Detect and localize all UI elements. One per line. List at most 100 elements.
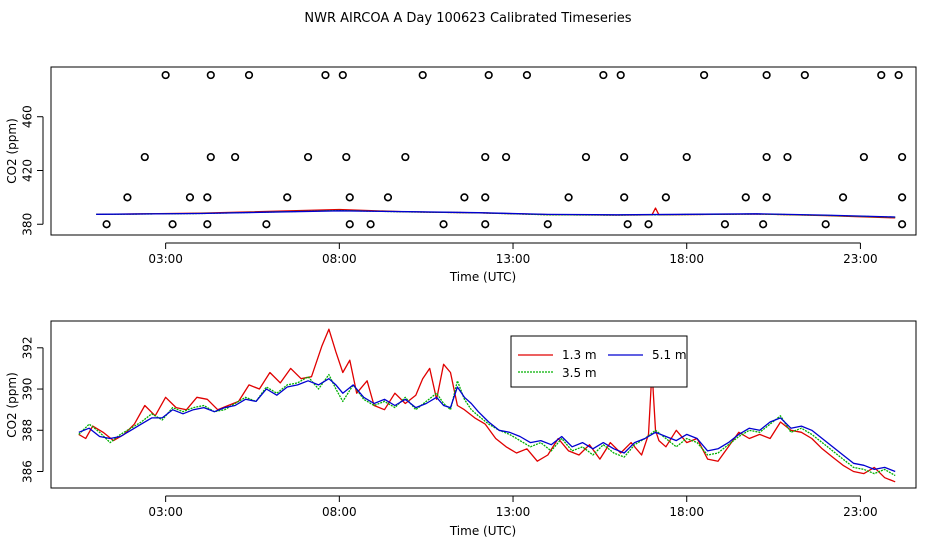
calibration-point [543, 220, 552, 229]
timeseries-x-axis: 03:00 08:00 13:00 18:00 23:00 [148, 495, 878, 519]
calibration-point [481, 152, 490, 162]
calibration-point [262, 220, 271, 229]
timeseries-series-5-1m [78, 378, 896, 473]
timeseries-plot-frame [50, 320, 917, 489]
calibration-x-axis-label: Time (UTC) [449, 270, 516, 284]
calibration-point [303, 152, 313, 162]
calibration-point [599, 70, 608, 80]
calibration-series-lines [96, 207, 896, 219]
calibration-y-axis-label: CO2 (ppm) [5, 118, 19, 184]
calibration-point [581, 152, 591, 162]
calibration-point [383, 193, 393, 202]
calibration-point [140, 152, 149, 162]
calibration-point [762, 193, 771, 202]
calibration-y-tick-label: 380 [21, 213, 35, 236]
calibration-point [821, 220, 830, 229]
timeseries-panel: 03:00 08:00 13:00 18:00 23:00 386 388 390 392 T… [5, 320, 917, 538]
calibration-x-tick-label: 03:00 [148, 252, 183, 266]
calibration-point [283, 193, 292, 202]
timeseries-x-tick-label: 18:00 [669, 505, 704, 519]
calibration-point [418, 70, 427, 80]
calibration-point [699, 70, 709, 80]
calibration-point [102, 220, 111, 229]
timeseries-y-tick-label: 386 [21, 460, 35, 483]
calibration-point [800, 70, 809, 80]
calibration-point [231, 152, 240, 162]
calibration-point [206, 152, 215, 162]
calibration-point [762, 152, 771, 162]
calibration-point [439, 220, 448, 229]
calibration-point [206, 70, 215, 80]
calibration-point [838, 193, 848, 202]
calibration-point [762, 70, 771, 80]
calibration-point [501, 152, 511, 162]
timeseries-x-tick-label: 08:00 [322, 505, 357, 519]
calibration-point [644, 220, 653, 229]
calibration-point [661, 193, 670, 202]
calibration-point [616, 70, 625, 80]
calibration-points [102, 70, 907, 229]
calibration-point [244, 70, 254, 80]
calibration-point [898, 152, 907, 162]
calibration-point [161, 70, 170, 80]
calibration-series-5-1m [96, 210, 896, 218]
calibration-point [185, 193, 195, 202]
legend-box [510, 335, 688, 388]
calibration-point [759, 220, 768, 229]
calibration-point [484, 70, 493, 80]
calibration-point [682, 152, 691, 162]
calibration-x-tick-label: 08:00 [322, 252, 357, 266]
calibration-point [623, 220, 632, 229]
calibration-point [168, 220, 177, 229]
timeseries-series-3-5m [78, 373, 896, 477]
calibration-point [620, 193, 629, 202]
calibration-point [898, 220, 907, 229]
calibration-point [741, 193, 750, 202]
calibration-point [342, 152, 351, 162]
timeseries-series-lines [78, 328, 896, 483]
calibration-point [460, 193, 469, 202]
timeseries-x-tick-label: 03:00 [148, 505, 183, 519]
timeseries-y-axis: 386 388 390 392 [21, 336, 44, 483]
calibration-point [481, 193, 490, 202]
timeseries-y-axis-label: CO2 (ppm) [5, 372, 19, 438]
calibration-point [345, 220, 354, 229]
timeseries-y-tick-label: 388 [21, 419, 35, 442]
legend-label-3-5m: 3.5 m [562, 366, 597, 380]
calibration-point [203, 220, 212, 229]
timeseries-x-axis-label: Time (UTC) [449, 524, 516, 538]
calibration-point [203, 193, 212, 202]
calibration-point [522, 70, 532, 80]
calibration-point [620, 152, 629, 162]
legend: 1.3 m 5.1 m 3.5 m [510, 335, 688, 388]
calibration-y-tick-label: 460 [21, 105, 35, 128]
calibration-point [321, 70, 330, 80]
calibration-point [720, 220, 730, 229]
timeseries-y-tick-label: 392 [21, 336, 35, 359]
calibration-point [877, 70, 886, 80]
calibration-point [564, 193, 573, 202]
calibration-y-tick-label: 420 [21, 159, 35, 182]
calibration-point [366, 220, 375, 229]
legend-label-5-1m: 5.1 m [652, 348, 687, 362]
timeseries-x-tick-label: 23:00 [843, 505, 878, 519]
calibration-x-axis: 03:00 08:00 13:00 18:00 23:00 [148, 242, 878, 266]
legend-label-1-3m: 1.3 m [562, 348, 597, 362]
timeseries-x-tick-label: 13:00 [496, 505, 531, 519]
calibration-point [481, 220, 490, 229]
calibration-point [338, 70, 347, 80]
calibration-point [401, 152, 410, 162]
calibration-y-axis: 380 420 460 [21, 105, 44, 236]
calibration-point [123, 193, 132, 202]
calibration-point [783, 152, 792, 162]
calibration-x-tick-label: 23:00 [843, 252, 878, 266]
timeseries-y-tick-label: 390 [21, 378, 35, 401]
calibration-point [894, 70, 903, 80]
calibration-point [345, 193, 354, 202]
calibration-point [898, 193, 907, 202]
calibration-x-tick-label: 13:00 [496, 252, 531, 266]
figure-title: NWR AIRCOA A Day 100623 Calibrated Times… [304, 11, 631, 26]
calibration-panel: 03:00 08:00 13:00 18:00 23:00 380 420 460 Time… [5, 66, 917, 284]
